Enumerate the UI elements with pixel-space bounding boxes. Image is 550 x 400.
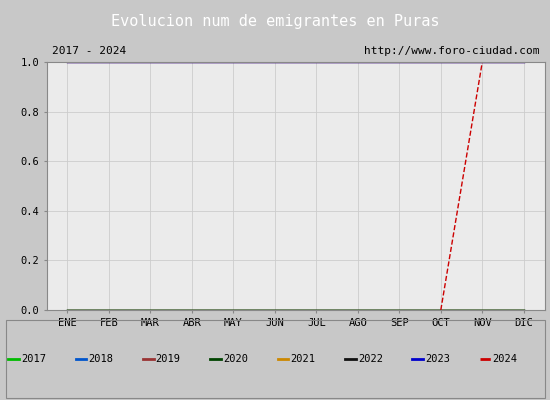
Text: http://www.foro-ciudad.com: http://www.foro-ciudad.com <box>364 46 540 56</box>
2020 <box>64 308 71 312</box>
2018 <box>147 308 154 312</box>
2022 <box>313 308 320 312</box>
2017 <box>396 308 403 312</box>
2017 <box>230 308 236 312</box>
2018 <box>313 308 320 312</box>
2021 <box>437 308 444 312</box>
2020 <box>313 308 320 312</box>
Text: 2020: 2020 <box>223 354 248 364</box>
2021 <box>189 308 195 312</box>
2021 <box>147 308 154 312</box>
2022 <box>272 308 278 312</box>
2020 <box>106 308 112 312</box>
2023 <box>396 60 403 64</box>
2021 <box>479 308 486 312</box>
2018 <box>230 308 236 312</box>
2018 <box>479 308 486 312</box>
2020 <box>189 308 195 312</box>
2017 <box>189 308 195 312</box>
2019 <box>189 60 195 64</box>
2018 <box>355 308 361 312</box>
2018 <box>396 308 403 312</box>
2022 <box>147 308 154 312</box>
2017 <box>313 308 320 312</box>
2022 <box>520 308 527 312</box>
2021 <box>230 308 236 312</box>
2018 <box>106 308 112 312</box>
2019 <box>520 60 527 64</box>
2019 <box>313 60 320 64</box>
2017 <box>106 308 112 312</box>
Text: 2017 - 2024: 2017 - 2024 <box>52 46 126 56</box>
2019 <box>479 60 486 64</box>
2022 <box>106 308 112 312</box>
2021 <box>64 308 71 312</box>
2017 <box>64 308 71 312</box>
2022 <box>64 308 71 312</box>
2020 <box>147 308 154 312</box>
2017 <box>520 308 527 312</box>
2021 <box>355 308 361 312</box>
2022 <box>230 308 236 312</box>
2020 <box>396 308 403 312</box>
2018 <box>520 308 527 312</box>
Text: 2017: 2017 <box>21 354 46 364</box>
2023 <box>313 60 320 64</box>
2021 <box>106 308 112 312</box>
2020 <box>437 308 444 312</box>
2020 <box>479 308 486 312</box>
2019 <box>147 60 154 64</box>
2023 <box>272 60 278 64</box>
Text: 2022: 2022 <box>358 354 383 364</box>
2019 <box>230 60 236 64</box>
Text: 2024: 2024 <box>493 354 518 364</box>
2023 <box>189 60 195 64</box>
2019 <box>64 60 71 64</box>
2021 <box>396 308 403 312</box>
Text: 2019: 2019 <box>156 354 181 364</box>
2023 <box>437 60 444 64</box>
2023 <box>520 60 527 64</box>
2023 <box>479 60 486 64</box>
2020 <box>355 308 361 312</box>
2018 <box>64 308 71 312</box>
2022 <box>437 308 444 312</box>
2021 <box>272 308 278 312</box>
2022 <box>396 308 403 312</box>
2017 <box>147 308 154 312</box>
2019 <box>106 60 112 64</box>
2022 <box>355 308 361 312</box>
2017 <box>479 308 486 312</box>
2022 <box>479 308 486 312</box>
2021 <box>313 308 320 312</box>
2018 <box>272 308 278 312</box>
2020 <box>520 308 527 312</box>
2023 <box>147 60 154 64</box>
2023 <box>106 60 112 64</box>
2019 <box>355 60 361 64</box>
2018 <box>189 308 195 312</box>
2023 <box>230 60 236 64</box>
2019 <box>437 60 444 64</box>
2018 <box>437 308 444 312</box>
2017 <box>272 308 278 312</box>
2021 <box>520 308 527 312</box>
Text: Evolucion num de emigrantes en Puras: Evolucion num de emigrantes en Puras <box>111 14 439 29</box>
Text: 2021: 2021 <box>290 354 316 364</box>
2022 <box>189 308 195 312</box>
2019 <box>272 60 278 64</box>
2017 <box>437 308 444 312</box>
2020 <box>230 308 236 312</box>
2019 <box>396 60 403 64</box>
Text: 2023: 2023 <box>425 354 450 364</box>
Text: 2018: 2018 <box>89 354 113 364</box>
2023 <box>64 60 71 64</box>
2017 <box>355 308 361 312</box>
2023 <box>355 60 361 64</box>
2020 <box>272 308 278 312</box>
